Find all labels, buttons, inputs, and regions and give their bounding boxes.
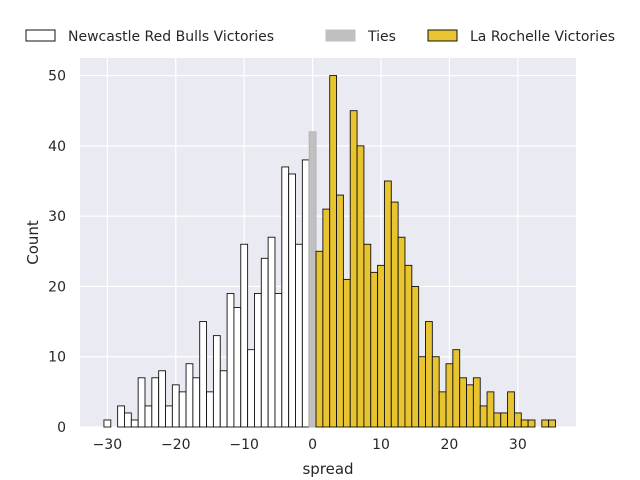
y-axis-label: Count <box>24 220 42 265</box>
histogram-bar <box>493 412 502 428</box>
legend-label: Ties <box>367 29 396 45</box>
histogram-bar <box>137 377 146 428</box>
histogram-bar <box>267 236 276 428</box>
histogram-bar <box>425 321 433 428</box>
histogram-bar <box>383 180 392 428</box>
histogram-bar <box>288 173 296 428</box>
histogram-bar <box>185 363 194 428</box>
histogram-bar <box>254 293 262 428</box>
histogram-bar <box>274 293 283 428</box>
histogram-bar <box>527 419 536 428</box>
histogram-bar <box>281 166 290 428</box>
histogram-bar <box>520 419 529 428</box>
histogram-bar <box>103 419 112 428</box>
y-tick-label: 0 <box>57 420 66 436</box>
histogram-bar <box>466 384 474 428</box>
legend: Newcastle Red Bulls Victories Ties La Roch… <box>25 29 615 45</box>
y-tick-label: 50 <box>48 69 66 85</box>
histogram-bar <box>486 391 495 428</box>
histogram-bar <box>165 405 173 428</box>
y-tick-label: 10 <box>48 350 66 366</box>
y-axis-ticks: 0 10 20 30 40 50 <box>48 69 66 436</box>
histogram-bar <box>500 412 509 428</box>
histogram-bar <box>356 145 365 428</box>
histogram-bar <box>370 271 379 428</box>
histogram-bar <box>308 131 317 428</box>
histogram-bar <box>418 356 426 428</box>
histogram-bar <box>377 264 385 428</box>
legend-swatch <box>25 29 56 42</box>
x-axis-ticks: −30 −20 −10 0 10 20 30 <box>93 437 527 453</box>
histogram-bar <box>513 412 522 428</box>
histogram-bar <box>212 335 221 428</box>
histogram-bar <box>438 391 447 428</box>
histogram-bar <box>363 243 372 428</box>
histogram-bar <box>445 363 454 428</box>
legend-swatch <box>325 29 356 42</box>
histogram-bar <box>199 321 208 428</box>
y-tick-label: 40 <box>48 139 66 155</box>
histogram-bars <box>103 75 556 428</box>
x-tick-label: 0 <box>308 437 317 453</box>
histogram-bar <box>397 236 406 428</box>
x-tick-label: 10 <box>372 437 390 453</box>
histogram-bar <box>404 264 413 428</box>
histogram-bar <box>247 349 255 428</box>
histogram-bar <box>411 285 420 428</box>
y-tick-label: 30 <box>48 209 66 225</box>
histogram-bar <box>295 243 303 428</box>
histogram-bar <box>548 419 556 428</box>
histogram-bar <box>233 307 242 428</box>
histogram-bar <box>390 201 399 428</box>
histogram-bar <box>315 250 324 428</box>
histogram-bar <box>349 110 358 428</box>
x-tick-label: −10 <box>229 437 259 453</box>
histogram-bar <box>158 370 166 428</box>
histogram-bar <box>151 377 160 428</box>
histogram-bar <box>260 257 269 428</box>
histogram-bar <box>472 377 481 428</box>
histogram-bar <box>329 75 338 428</box>
x-tick-label: −20 <box>161 437 191 453</box>
legend-label: Newcastle Red Bulls Victories <box>68 29 274 45</box>
histogram-bar <box>130 419 139 428</box>
legend-swatch <box>427 29 458 42</box>
histogram-bar <box>459 377 467 428</box>
legend-label: La Rochelle Victories <box>470 29 615 45</box>
histogram-bar <box>178 391 187 428</box>
x-tick-label: 20 <box>441 437 459 453</box>
histogram-bar <box>431 356 440 428</box>
histogram-bar <box>541 419 550 428</box>
histogram-bar <box>124 412 132 428</box>
histogram-bar <box>342 278 351 428</box>
histogram-bar <box>206 391 214 428</box>
histogram-bar <box>192 377 201 428</box>
histogram-bar <box>144 405 153 428</box>
histogram-bar <box>507 391 515 428</box>
x-tick-label: 30 <box>509 437 527 453</box>
histogram-bar <box>336 194 344 428</box>
histogram-bar <box>301 159 310 428</box>
histogram-bar <box>322 208 331 428</box>
histogram-bar <box>479 405 488 428</box>
histogram-bar <box>219 370 228 428</box>
histogram-bar <box>240 243 249 428</box>
histogram-bar <box>171 384 180 428</box>
x-axis-label: spread <box>302 460 353 478</box>
y-tick-label: 20 <box>48 279 66 295</box>
histogram-bar <box>117 405 125 428</box>
x-tick-label: −30 <box>93 437 123 453</box>
histogram-bar <box>226 293 235 428</box>
histogram-bar <box>452 349 461 428</box>
